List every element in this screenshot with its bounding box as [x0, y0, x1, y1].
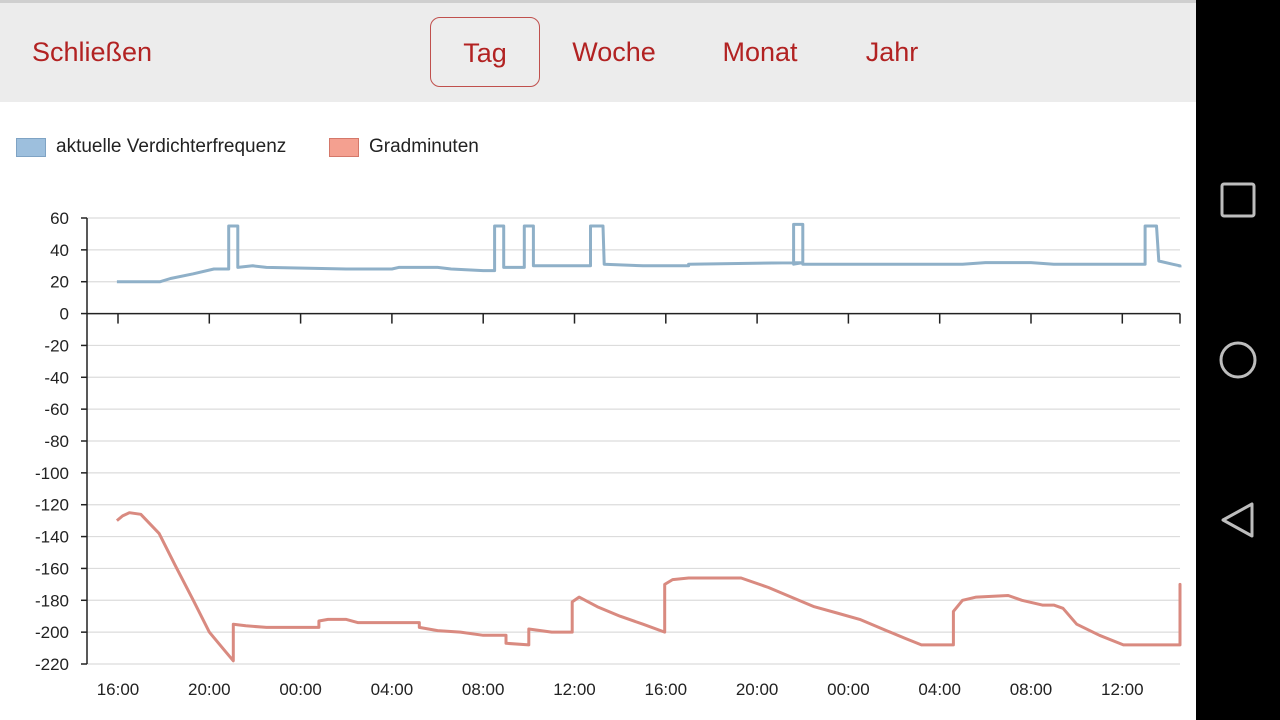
x-tick-label: 12:00 [553, 680, 596, 699]
y-tick-label: -40 [44, 368, 69, 387]
x-tick-label: 12:00 [1101, 680, 1144, 699]
app-window: Schließen Tag Woche Monat Jahr aktuelle … [0, 0, 1196, 699]
legend-label-degree-minutes: Gradminuten [369, 136, 479, 157]
series-line-degree-minutes [115, 511, 1182, 663]
tab-year[interactable]: Jahr [865, 37, 919, 67]
close-button[interactable]: Schließen [32, 37, 153, 67]
x-tick-label: 08:00 [462, 680, 505, 699]
x-tick-label: 04:00 [918, 680, 961, 699]
system-navigation-bar [1196, 0, 1280, 720]
line-chart: 60 40 20 0 -20 -40 -60 -80 -100 -120 -140 -160 -180 -… [35, 209, 1182, 699]
series-layer [115, 222, 1182, 663]
x-tick-label: 16:00 [97, 680, 140, 699]
y-tick-label: 0 [60, 305, 69, 324]
y-tick-label: -120 [35, 496, 69, 515]
y-tick-label: -200 [35, 623, 69, 642]
legend-item-compressor-frequency[interactable]: aktuelle Verdichterfrequenz [16, 136, 286, 158]
y-tick-label: 60 [50, 209, 69, 228]
y-tick-label: -20 [44, 336, 69, 355]
top-toolbar: Schließen Tag Woche Monat Jahr [0, 0, 1196, 102]
x-tick-label: 20:00 [188, 680, 231, 699]
tab-day[interactable]: Tag [430, 17, 540, 87]
y-tick-label: -80 [44, 432, 69, 451]
legend-swatch-degree-minutes [329, 137, 359, 157]
y-tick-label: -180 [35, 591, 69, 610]
y-tick-label: -60 [44, 400, 69, 419]
y-tick-label: -160 [35, 559, 69, 578]
y-tick-label: -100 [35, 464, 69, 483]
axis-layer: 60 40 20 0 -20 -40 -60 -80 -100 -120 -140 -160 -180 -… [35, 209, 1181, 699]
x-tick-label: 16:00 [645, 680, 688, 699]
legend-label-compressor-frequency: aktuelle Verdichterfrequenz [56, 136, 287, 157]
x-tick-label: 04:00 [371, 680, 414, 699]
x-tick-label: 00:00 [279, 680, 322, 699]
x-tick-label: 20:00 [736, 680, 779, 699]
legend-item-degree-minutes[interactable]: Gradminuten [329, 136, 479, 158]
y-tick-label: -140 [35, 528, 69, 547]
tab-month[interactable]: Monat [722, 37, 798, 67]
x-tick-label: 00:00 [827, 680, 870, 699]
legend-swatch-compressor-frequency [16, 137, 46, 157]
y-tick-label: 20 [50, 273, 69, 292]
y-tick-label: -220 [35, 655, 69, 674]
tab-week[interactable]: Woche [572, 37, 656, 67]
circle-icon[interactable] [1216, 338, 1260, 382]
grid-layer [87, 217, 1180, 665]
square-icon[interactable] [1216, 178, 1260, 222]
y-tick-label: 40 [50, 241, 69, 260]
series-line-compressor-frequency [116, 222, 1182, 284]
back-triangle-icon[interactable] [1216, 498, 1260, 542]
x-tick-label: 08:00 [1010, 680, 1053, 699]
